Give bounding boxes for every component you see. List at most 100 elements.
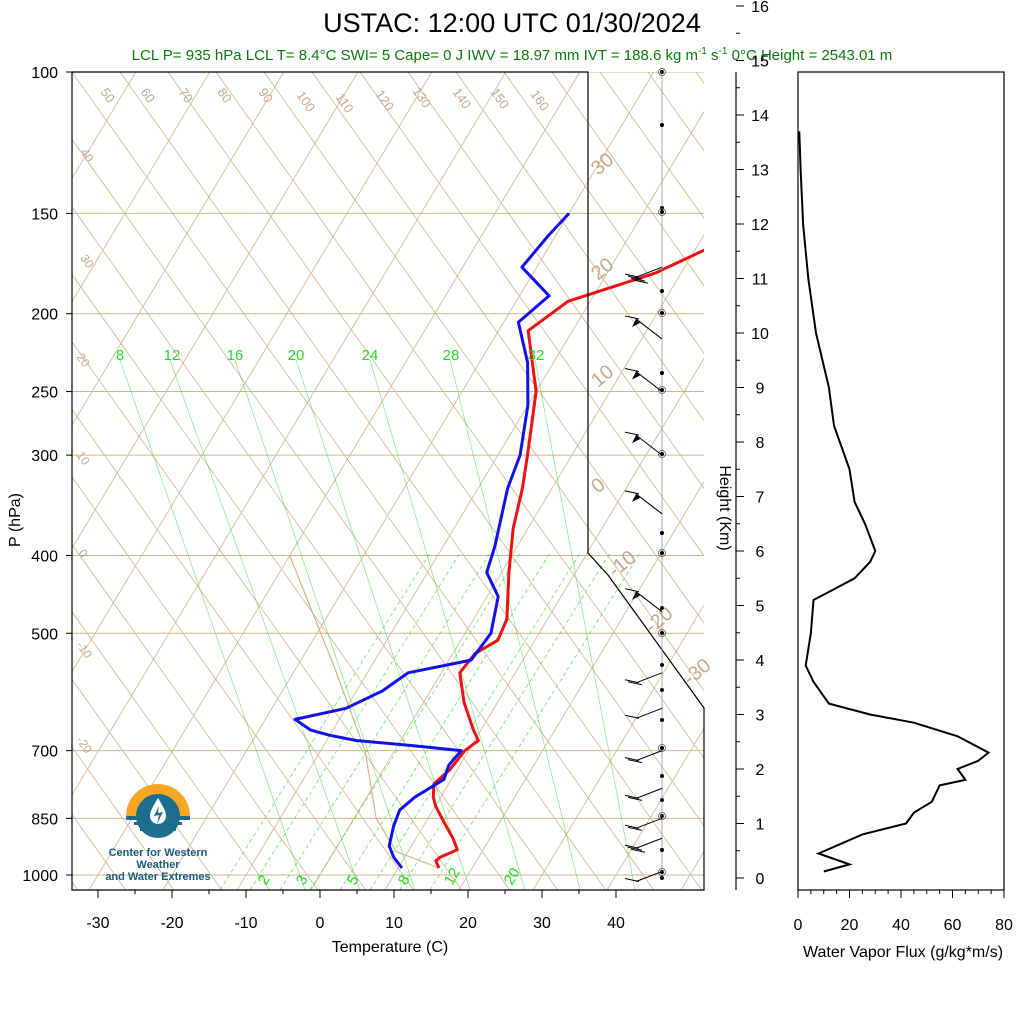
wind-barb-feather xyxy=(627,275,643,280)
isotherm-line xyxy=(72,72,359,550)
wind-level-circle xyxy=(658,549,666,557)
isotherm-line xyxy=(754,35,1024,892)
dry-adiabat-line xyxy=(792,72,1024,972)
wind-barb xyxy=(624,837,663,853)
isotherm-line xyxy=(72,72,211,303)
wind-barb-flag xyxy=(632,493,640,502)
moist-adiabat-line xyxy=(309,552,521,890)
y-tick-label: 300 xyxy=(31,448,58,465)
wind-level-circle xyxy=(658,208,666,216)
wind-barb-feather xyxy=(624,273,640,278)
logo-line1: Center for Western Weather xyxy=(108,847,208,871)
wind-level-dot xyxy=(660,814,664,818)
wind-barb-feather xyxy=(624,588,640,593)
wind-barb xyxy=(624,817,663,831)
wind-barb-feather xyxy=(630,848,646,853)
cw3e-logo: Center for Western Weather and Water Ext… xyxy=(88,782,228,883)
height-tick-label: 15 xyxy=(751,54,769,71)
wind-barb-staff xyxy=(635,672,663,684)
dry-adiabat-line xyxy=(72,543,319,890)
wind-level-circle xyxy=(658,868,666,876)
wind-barb xyxy=(624,787,663,801)
wind-barb xyxy=(624,368,663,392)
adiabat-label: 80 xyxy=(215,85,236,105)
wind-level-dot xyxy=(660,311,664,315)
mixing-ratio-label-top: 8 xyxy=(116,347,124,364)
height-axis-label: Height (Km) xyxy=(716,465,733,550)
x-axis-label: Temperature (C) xyxy=(332,939,448,956)
wind-barb-staff xyxy=(635,591,663,613)
dry-adiabat-line xyxy=(72,273,511,890)
mixing-ratio-line xyxy=(119,359,306,890)
y-tick-label: 250 xyxy=(31,385,58,402)
dry-adiabat-line xyxy=(311,72,704,624)
moist-adiabat-line xyxy=(249,552,461,890)
dry-adiabat-line xyxy=(72,746,175,890)
x-tick-label: 0 xyxy=(316,915,325,932)
mixing-ratio-label-top: 32 xyxy=(528,347,545,364)
wind-barb-feather xyxy=(624,431,640,436)
isotherm-label-left: -20 xyxy=(74,734,96,757)
wind-barb xyxy=(624,266,663,284)
dry-adiabat-line xyxy=(72,72,655,890)
wind-level-dot xyxy=(660,531,664,535)
mixing-ratio-label-top: 24 xyxy=(362,347,379,364)
wind-barb-staff xyxy=(635,787,663,799)
dry-adiabat-line xyxy=(72,138,607,890)
wind-barb xyxy=(624,707,663,719)
moist-adiabat-line xyxy=(219,552,431,890)
mixing-ratio-line xyxy=(169,359,361,890)
wind-barb xyxy=(624,672,663,686)
dry-adiabat-line xyxy=(744,72,1024,972)
adiabat-label: 50 xyxy=(98,85,119,105)
parcel-line xyxy=(289,555,440,869)
x-tick-label: 10 xyxy=(385,915,403,932)
wind-barb-feather xyxy=(624,757,640,762)
height-tick-label: 12 xyxy=(751,217,769,234)
wind-barb-staff xyxy=(635,817,663,829)
dry-adiabat-line xyxy=(359,72,704,557)
wind-level-dot xyxy=(660,718,664,722)
mixing-ratio-label-bottom: 20 xyxy=(501,865,524,888)
wind-level-dot xyxy=(660,371,664,375)
height-tick-label: 10 xyxy=(751,326,769,343)
wind-level-dot xyxy=(660,746,664,750)
wind-level-circle xyxy=(658,450,666,458)
wind-barb-feather xyxy=(630,277,646,282)
mixing-ratio-line xyxy=(295,359,471,890)
height-tick-label: 6 xyxy=(756,544,765,561)
wind-barb-staff xyxy=(635,318,663,340)
wind-barb-feather xyxy=(624,679,640,684)
isotherm-label-left: 0 xyxy=(76,547,91,561)
adiabat-label: 160 xyxy=(528,87,553,113)
height-tick-label: 4 xyxy=(756,653,765,670)
wind-level-dot xyxy=(660,631,664,635)
isotherm-label-right: -30 xyxy=(679,654,715,689)
dry-adiabat-line xyxy=(72,813,127,890)
flux-x-tick-label: 0 xyxy=(794,917,803,934)
dry-adiabat-line xyxy=(72,408,415,890)
mixing-ratio-label-top: 12 xyxy=(164,347,181,364)
wind-level-dot xyxy=(660,876,664,880)
moist-adiabat-line xyxy=(279,552,491,890)
wind-barb-feather xyxy=(627,681,643,686)
adiabat-label: 140 xyxy=(450,85,475,111)
temperature-line xyxy=(431,248,704,869)
flux-plot-frame xyxy=(797,71,1005,891)
isotherm-line xyxy=(72,72,433,673)
wind-barb-staff xyxy=(635,837,663,849)
wind-barb-feather xyxy=(624,490,640,495)
y-tick-label: 500 xyxy=(31,626,58,643)
height-tick-label: 3 xyxy=(756,708,765,725)
adiabat-label: 90 xyxy=(256,85,277,105)
wind-level-dot xyxy=(660,452,664,456)
wind-barb xyxy=(624,871,663,882)
moist-adiabat-line xyxy=(369,552,581,890)
height-tick-label: 11 xyxy=(752,272,769,289)
x-tick-label: -30 xyxy=(86,915,109,932)
wind-level-dot xyxy=(660,606,664,610)
isotherm-label-right: 20 xyxy=(587,254,618,285)
dry-adiabat-line xyxy=(215,72,704,759)
wind-barb-flag xyxy=(632,591,640,600)
